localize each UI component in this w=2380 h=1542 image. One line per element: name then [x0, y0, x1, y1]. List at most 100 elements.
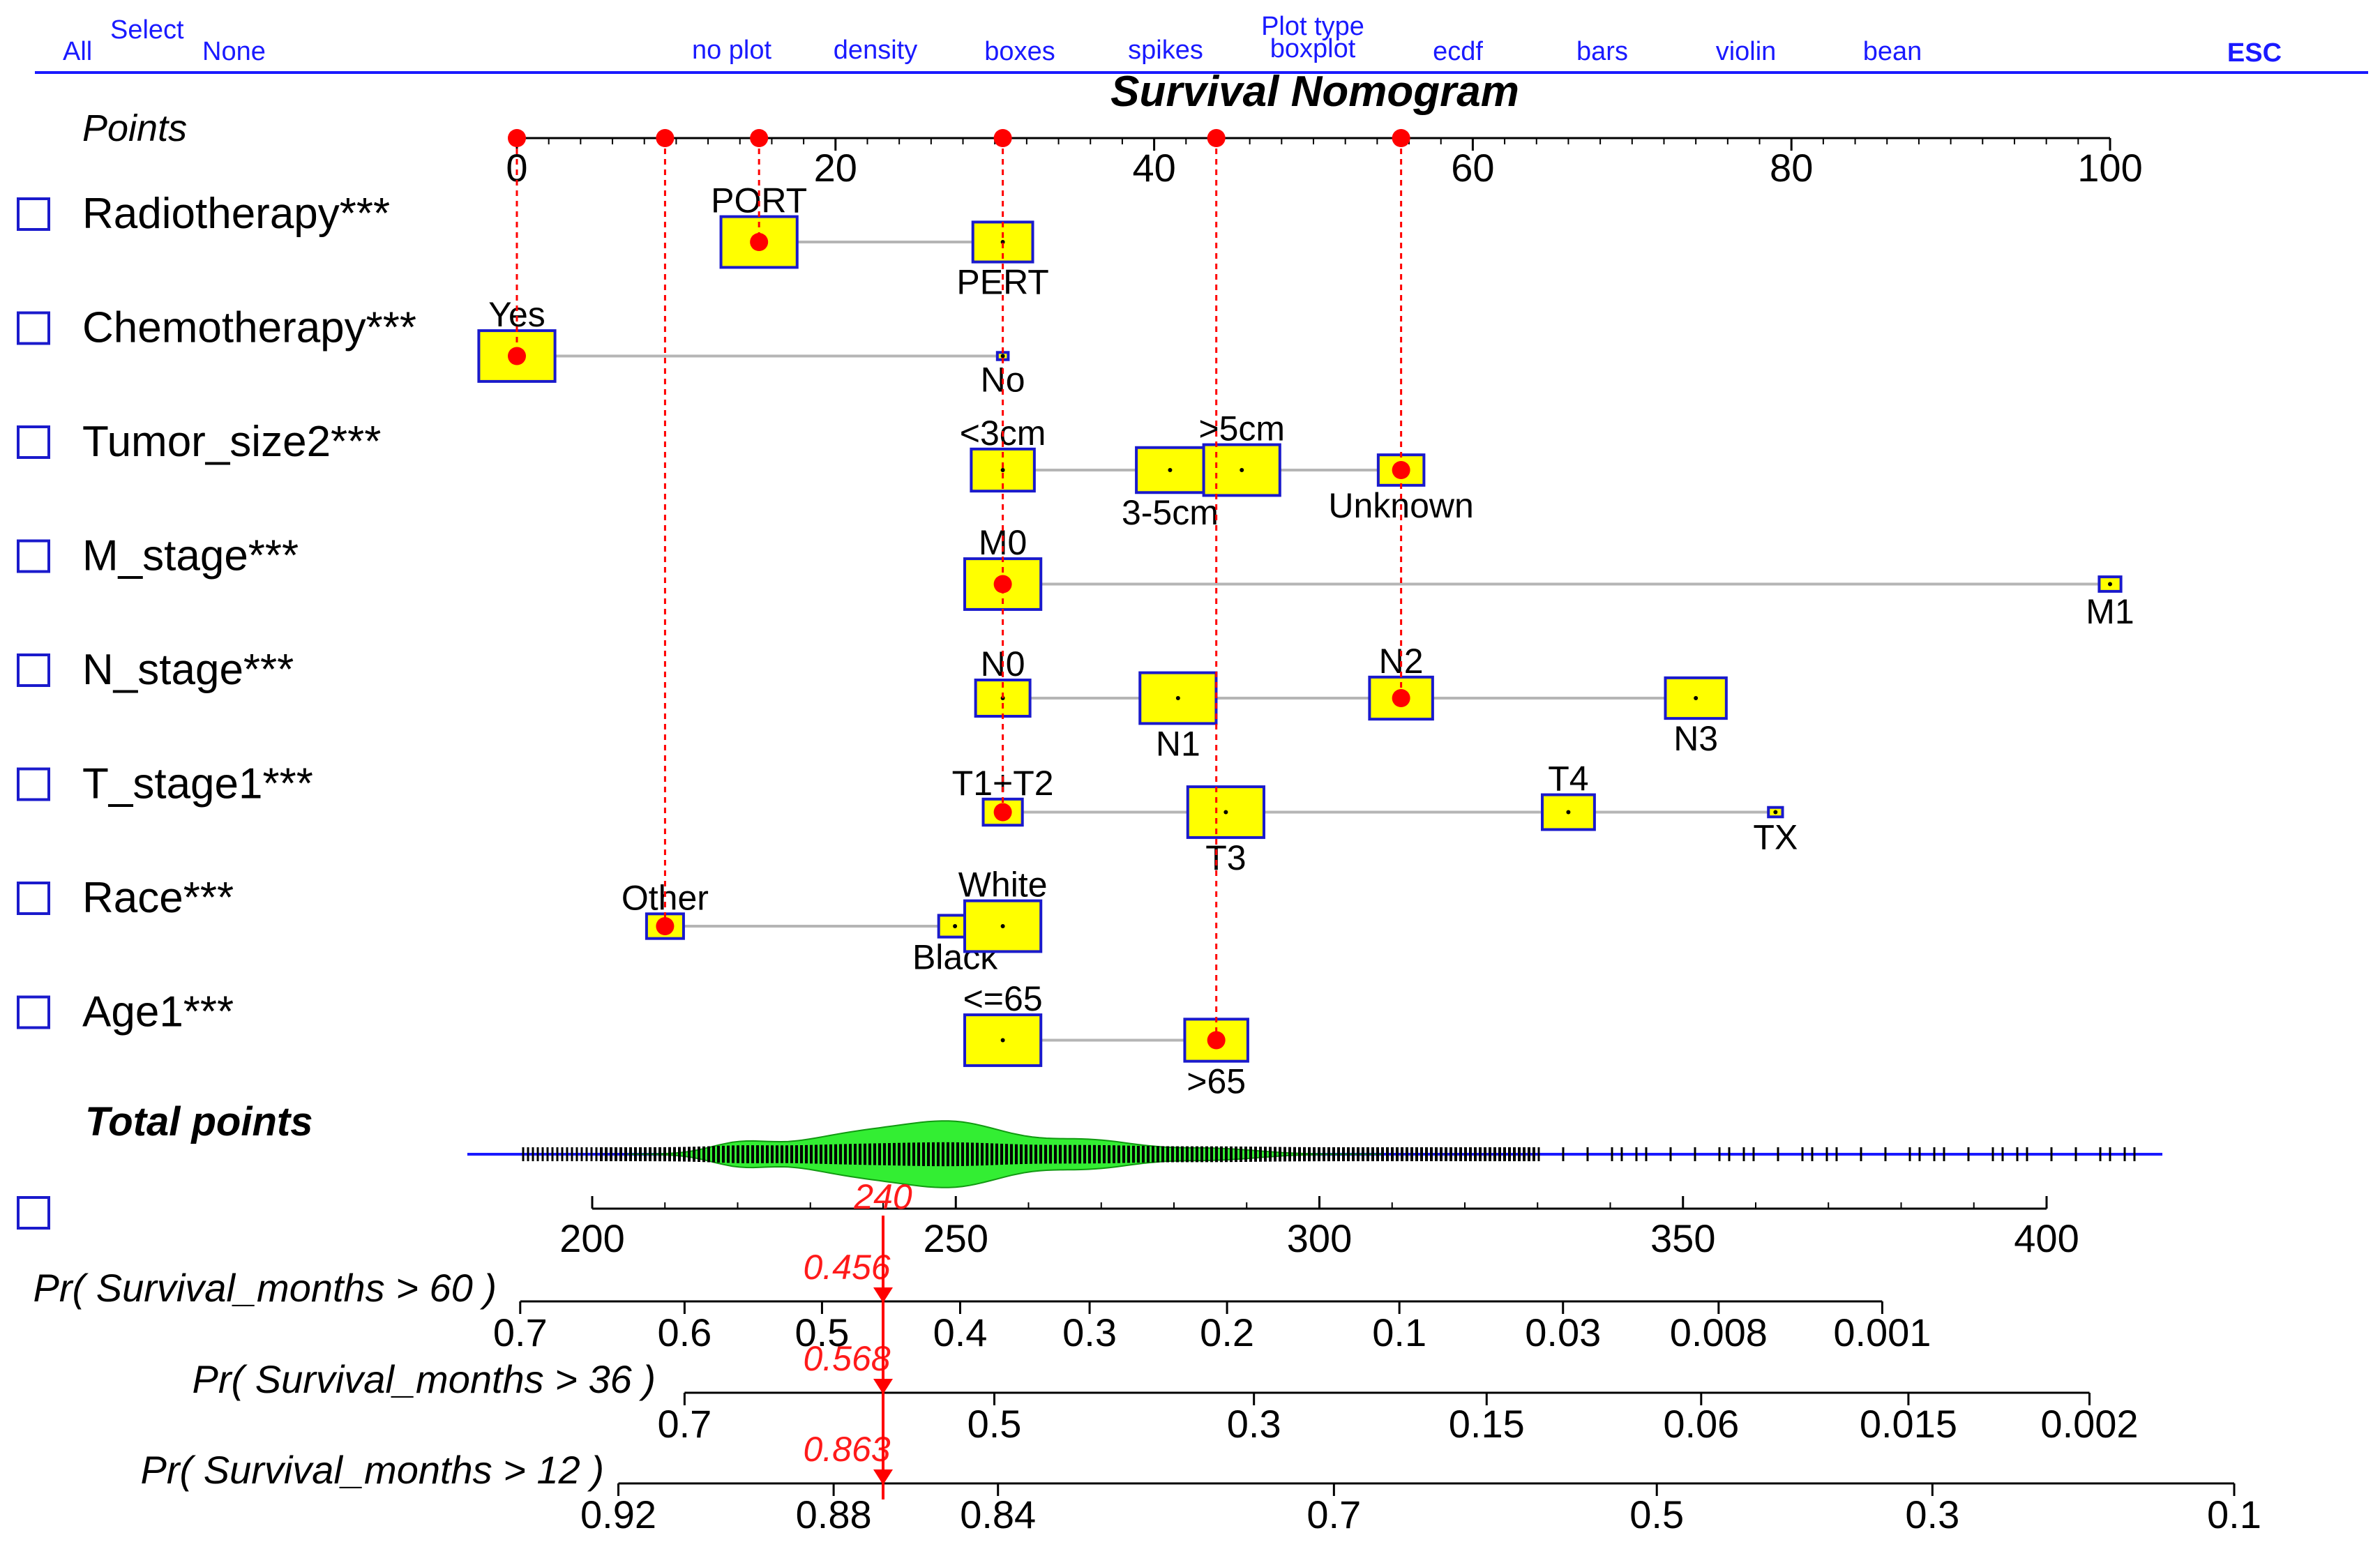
probability-arrow — [873, 1287, 893, 1303]
variable-name: M_stage*** — [82, 532, 299, 580]
guide-lines — [508, 129, 1410, 1041]
level-label: M1 — [2086, 592, 2134, 631]
level-label: N3 — [1673, 719, 1718, 758]
level-box-center — [1566, 810, 1571, 815]
probability-tick-label: 0.5 — [795, 1310, 850, 1354]
level-label: 3-5cm — [1122, 493, 1219, 532]
probability-axis: Pr( Survival_months > 12 )0.92 0.88 0.84 0.… — [141, 1430, 2261, 1536]
menu-all[interactable]: All — [63, 37, 92, 66]
points-tick-label: 80 — [1770, 146, 1813, 190]
variable-checkbox[interactable] — [17, 995, 50, 1029]
plot-type-violin[interactable]: violin — [1716, 37, 1777, 66]
esc-button[interactable]: ESC — [2227, 38, 2282, 68]
probability-tick-label: 0.1 — [2207, 1492, 2261, 1536]
menu-bar: All Select None Plot type no plot densit… — [35, 12, 2368, 74]
probability-tick-label: 0.3 — [1062, 1310, 1117, 1354]
menu-plot-type-label: Plot type — [1261, 12, 1364, 41]
points-axis-marker — [1207, 129, 1226, 147]
variable-checkbox[interactable] — [17, 767, 50, 801]
density-shape — [627, 1120, 1381, 1188]
probability-tick-label: 0.6 — [657, 1310, 711, 1354]
plot-type-boxes[interactable]: boxes — [984, 37, 1055, 66]
level-box-center — [1000, 1038, 1005, 1043]
variable-checkbox[interactable] — [17, 882, 50, 915]
variable-row: Age1*** <=65 >65 — [17, 979, 1249, 1101]
probability-tick-label: 0.001 — [1833, 1310, 1931, 1354]
variable-checkbox[interactable] — [17, 425, 50, 459]
probability-axis: Pr( Survival_months > 36 )0.7 0.5 0.3 0.15 0… — [193, 1339, 2139, 1446]
plot-type-ecdf[interactable]: ecdf — [1433, 37, 1483, 66]
plot-type-no-plot[interactable]: no plot — [692, 36, 772, 65]
probability-tick-label: 0.15 — [1449, 1402, 1525, 1446]
variable-name: T_stage1*** — [82, 760, 313, 808]
probability-tick-label: 0.06 — [1663, 1402, 1739, 1446]
points-axis-marker — [656, 129, 675, 147]
level-box-center — [1000, 354, 1005, 358]
probability-tick-label: 0.7 — [657, 1402, 711, 1446]
probability-tick-label: 0.3 — [1905, 1492, 1959, 1536]
variable-name: Radiotherapy*** — [82, 190, 390, 238]
probability-tick-label: 0.2 — [1200, 1310, 1254, 1354]
variable-checkbox[interactable] — [17, 653, 50, 687]
points-tick-label: 20 — [814, 146, 857, 190]
probability-tick-label: 0.1 — [1372, 1310, 1426, 1354]
probability-tick-label: 0.7 — [1306, 1492, 1361, 1536]
probability-tick-label: 0.84 — [960, 1492, 1036, 1536]
total-points-axis: 200 250 300 350 400 — [467, 1120, 2162, 1260]
points-axis-marker — [750, 129, 769, 147]
variable-name: Age1*** — [82, 988, 234, 1036]
variable-name: Race*** — [82, 874, 234, 922]
variable-checkbox[interactable] — [17, 311, 50, 345]
points-axis-label: Points — [82, 107, 187, 149]
total-tick-label: 200 — [559, 1216, 624, 1260]
level-box-center — [1000, 468, 1005, 472]
level-label: T3 — [1205, 838, 1246, 877]
probability-tick-label: 0.5 — [967, 1402, 1022, 1446]
probability-label: Pr( Survival_months > 12 ) — [141, 1448, 604, 1492]
variable-name: N_stage*** — [82, 646, 294, 694]
probability-tick-label: 0.88 — [796, 1492, 872, 1536]
total-tick-label: 400 — [2014, 1216, 2079, 1260]
points-axis-marker — [993, 129, 1012, 147]
variable-name: Chemotherapy*** — [82, 304, 416, 352]
probability-label: Pr( Survival_months > 36 ) — [193, 1357, 656, 1401]
level-box-center — [953, 924, 958, 928]
variable-checkbox[interactable] — [17, 539, 50, 573]
variable-checkbox[interactable] — [17, 197, 50, 231]
level-box — [963, 1013, 1043, 1067]
plot-type-bean[interactable]: bean — [1863, 37, 1922, 66]
plot-type-bars[interactable]: bars — [1576, 37, 1628, 66]
chart-title: Survival Nomogram — [1110, 68, 1519, 116]
selected-level-marker — [1207, 1031, 1226, 1050]
plot-type-boxplot[interactable]: boxplot — [1270, 34, 1356, 63]
level-label: <=65 — [963, 979, 1043, 1018]
level-box-center — [1168, 468, 1173, 472]
probability-tick-label: 0.5 — [1629, 1492, 1684, 1536]
menu-none[interactable]: None — [202, 37, 266, 66]
menu-select-label: Select — [110, 15, 184, 45]
probability-tick-label: 0.015 — [1860, 1402, 1957, 1446]
probability-axes: Pr( Survival_months > 60 )0.7 0.6 0.5 0.4 0.… — [33, 1248, 2261, 1536]
probability-tick-label: 0.7 — [493, 1310, 548, 1354]
plot-type-spikes[interactable]: spikes — [1128, 36, 1203, 65]
level-label: TX — [1753, 817, 1798, 856]
level-box-center — [1175, 696, 1180, 700]
level-box-center — [1694, 696, 1699, 700]
level-box-center — [2108, 582, 2112, 587]
selected-level-marker — [993, 575, 1012, 594]
plot-type-density[interactable]: density — [834, 36, 917, 65]
level-label: T4 — [1548, 759, 1588, 799]
probability-tick-label: 0.008 — [1670, 1310, 1768, 1354]
selected-level-marker — [1392, 689, 1410, 707]
level-box — [1186, 785, 1265, 839]
level-box-center — [1240, 468, 1244, 472]
variable-name: Tumor_size2*** — [82, 418, 381, 466]
total-points-checkbox[interactable] — [17, 1196, 50, 1230]
